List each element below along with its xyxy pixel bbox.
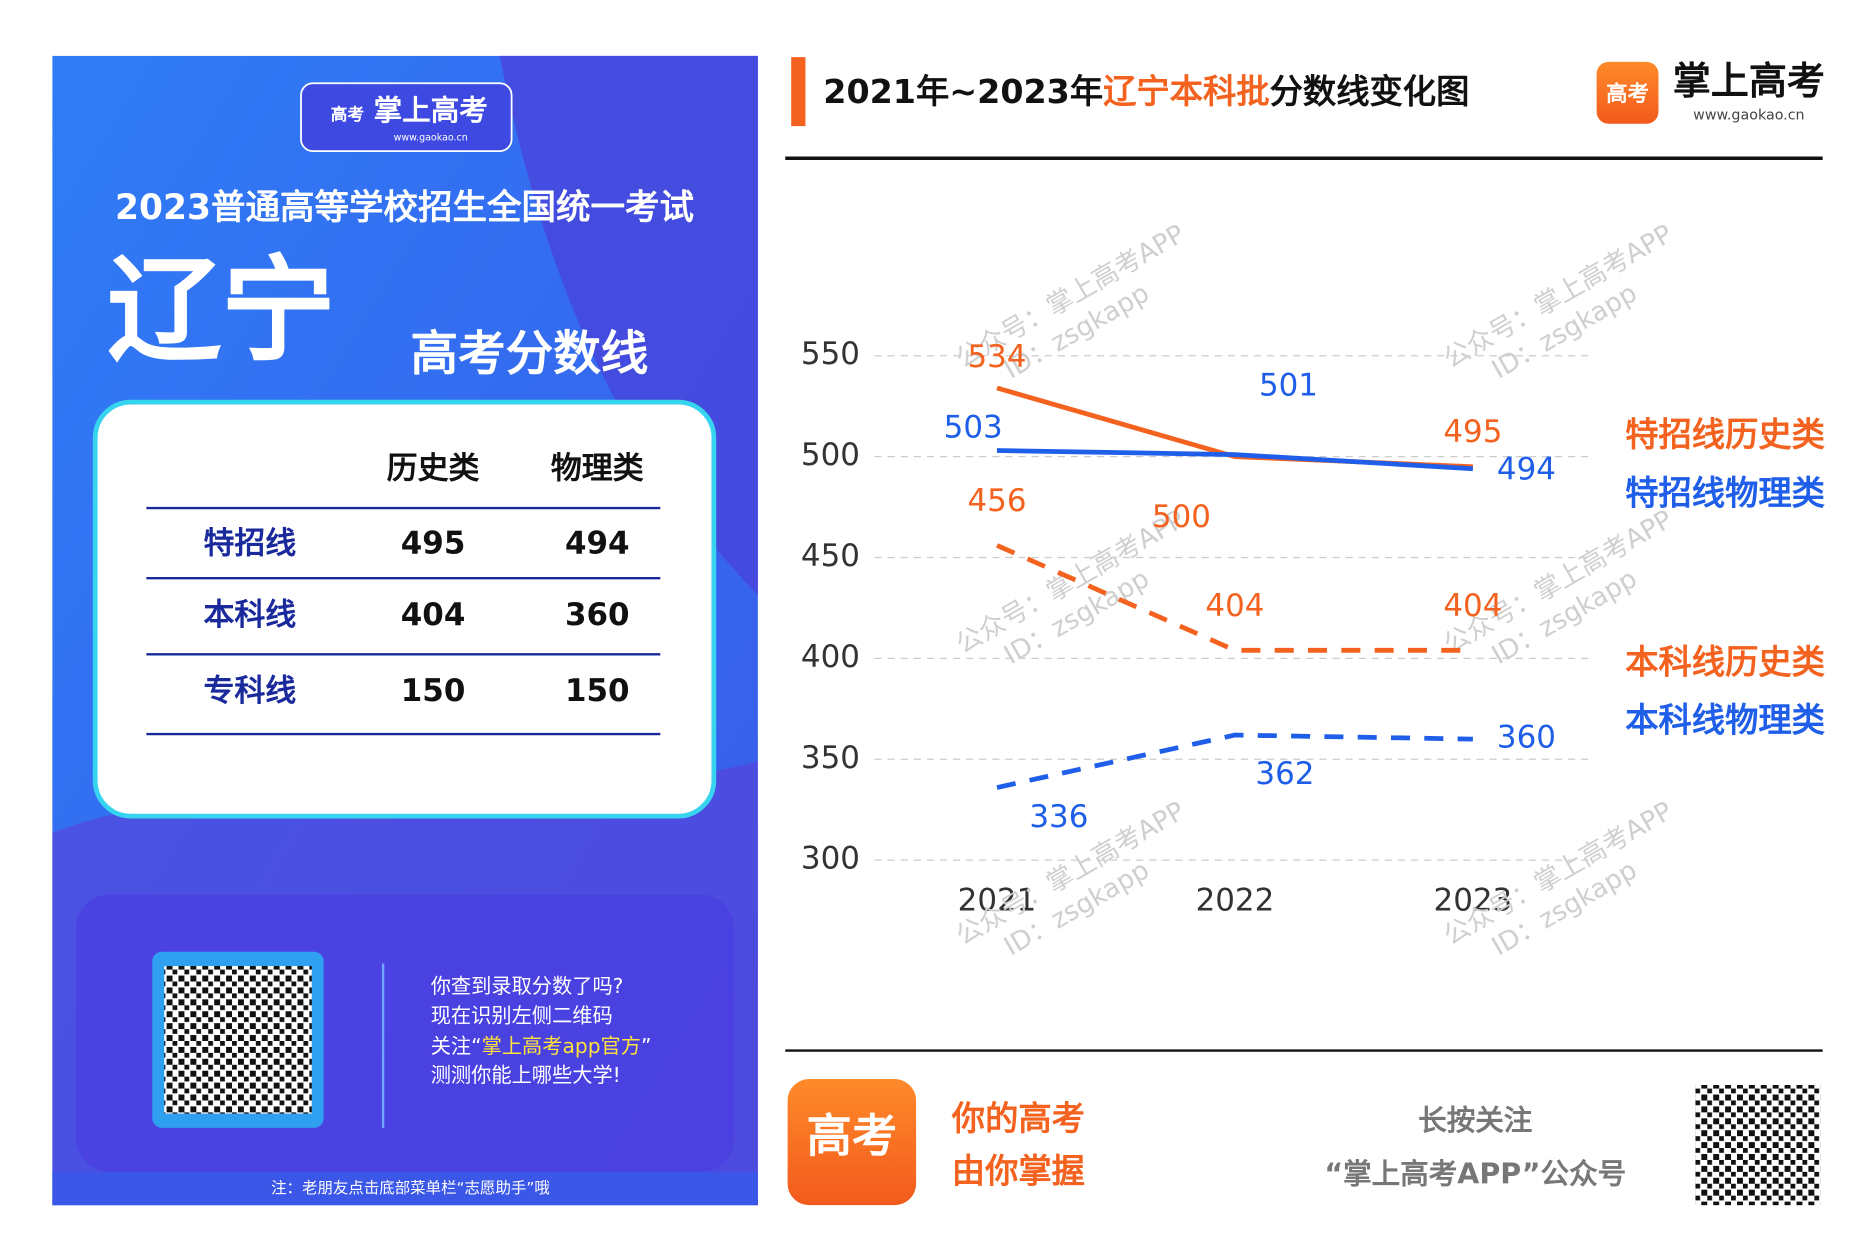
qr-code [1695, 1085, 1821, 1206]
line [996, 732, 1473, 790]
data-label: 494 [1497, 452, 1556, 488]
icon-text: 高考 [807, 1110, 897, 1163]
table-cell: 150 [401, 673, 466, 709]
table-cell: 495 [401, 525, 466, 561]
logo-icon [1596, 61, 1659, 124]
slogan: 由你掌握 [952, 1152, 1085, 1191]
y-tick-label: 350 [801, 740, 860, 776]
data-label: 534 [967, 339, 1026, 375]
y-tick-label: 300 [801, 841, 860, 877]
app-icon [787, 1079, 917, 1206]
note: 注：老朋友点击底部菜单栏“志愿助手”哦 [271, 1179, 550, 1197]
promo-line: 测测你能上哪些大学! [431, 1063, 621, 1087]
table-cell: 360 [565, 597, 630, 633]
data-label: 336 [1029, 799, 1088, 835]
data-label: 360 [1497, 720, 1556, 756]
promo-line: 现在识别左侧二维码 [431, 1004, 613, 1028]
subtitle: 高考分数线 [410, 327, 648, 382]
line [996, 543, 1473, 653]
logo-icon-text: 高考 [331, 104, 364, 124]
y-tick-label: 550 [801, 336, 860, 372]
chart-title: 2021年~2023年辽宁本科批分数线变化图 [823, 71, 1469, 110]
data-label: 362 [1255, 756, 1314, 792]
legend-entry: 特招线历史类 [1625, 415, 1825, 454]
title-part: 分数线变化图 [1270, 71, 1470, 110]
data-label: 456 [967, 483, 1026, 519]
table-card [92, 399, 717, 819]
logo-url: www.gaokao.cn [1693, 107, 1804, 123]
logo-box [300, 82, 513, 152]
logo-icon-text: 高考 [1606, 81, 1649, 107]
data-label: 404 [1443, 588, 1502, 624]
x-tick-label: 2022 [1196, 882, 1275, 918]
row-label: 特招线 [203, 525, 296, 561]
promo-part: 掌上高考app官方 [482, 1033, 641, 1057]
follow: 长按关注 [1418, 1103, 1532, 1137]
data-label: 503 [944, 410, 1003, 446]
logo-url: www.gaokao.cn [394, 133, 468, 144]
note-bar [52, 1171, 758, 1206]
table-cell: 494 [565, 525, 630, 561]
line [996, 448, 1474, 472]
legend-entry: 本科线物理类 [1625, 701, 1825, 740]
data-label: 501 [1259, 367, 1318, 403]
x-tick-label: 2023 [1434, 882, 1513, 918]
table-header: 历史类 [387, 450, 480, 486]
y-tick-label: 400 [801, 639, 860, 675]
table-header: 物理类 [551, 450, 644, 486]
x-tick-label: 2021 [958, 882, 1037, 918]
table-cell: 150 [565, 673, 630, 709]
y-tick-label: 450 [801, 538, 860, 574]
legend-entry: 本科线历史类 [1625, 642, 1825, 681]
data-label: 495 [1443, 414, 1502, 450]
promo-line: 关注“掌上高考app官方” [431, 1033, 652, 1057]
province: 辽宁 [107, 244, 335, 377]
slogan: 你的高考 [951, 1099, 1085, 1138]
row-label: 专科线 [203, 673, 296, 709]
y-tick-label: 500 [801, 437, 860, 473]
promo-line: 你查到录取分数了吗? [431, 974, 624, 998]
logo-text: 掌上高考 [1673, 59, 1825, 103]
logo-text: 掌上高考 [374, 93, 488, 127]
row-label: 本科线 [203, 597, 296, 633]
title-bar [791, 57, 806, 127]
data-label: 500 [1152, 499, 1211, 535]
table-cell: 404 [401, 597, 466, 633]
title-part: 2021年~2023年 [823, 71, 1103, 110]
promo-part: ” [641, 1033, 651, 1057]
follow: “掌上高考APP”公众号 [1324, 1156, 1626, 1190]
data-label: 404 [1205, 588, 1264, 624]
promo-part: 关注“ [431, 1033, 482, 1057]
title-part: 辽宁本科批 [1103, 71, 1269, 110]
heading: 2023普通高等学校招生全国统一考试 [115, 188, 694, 228]
qr-code [164, 966, 312, 1114]
legend-entry: 特招线物理类 [1625, 473, 1825, 512]
